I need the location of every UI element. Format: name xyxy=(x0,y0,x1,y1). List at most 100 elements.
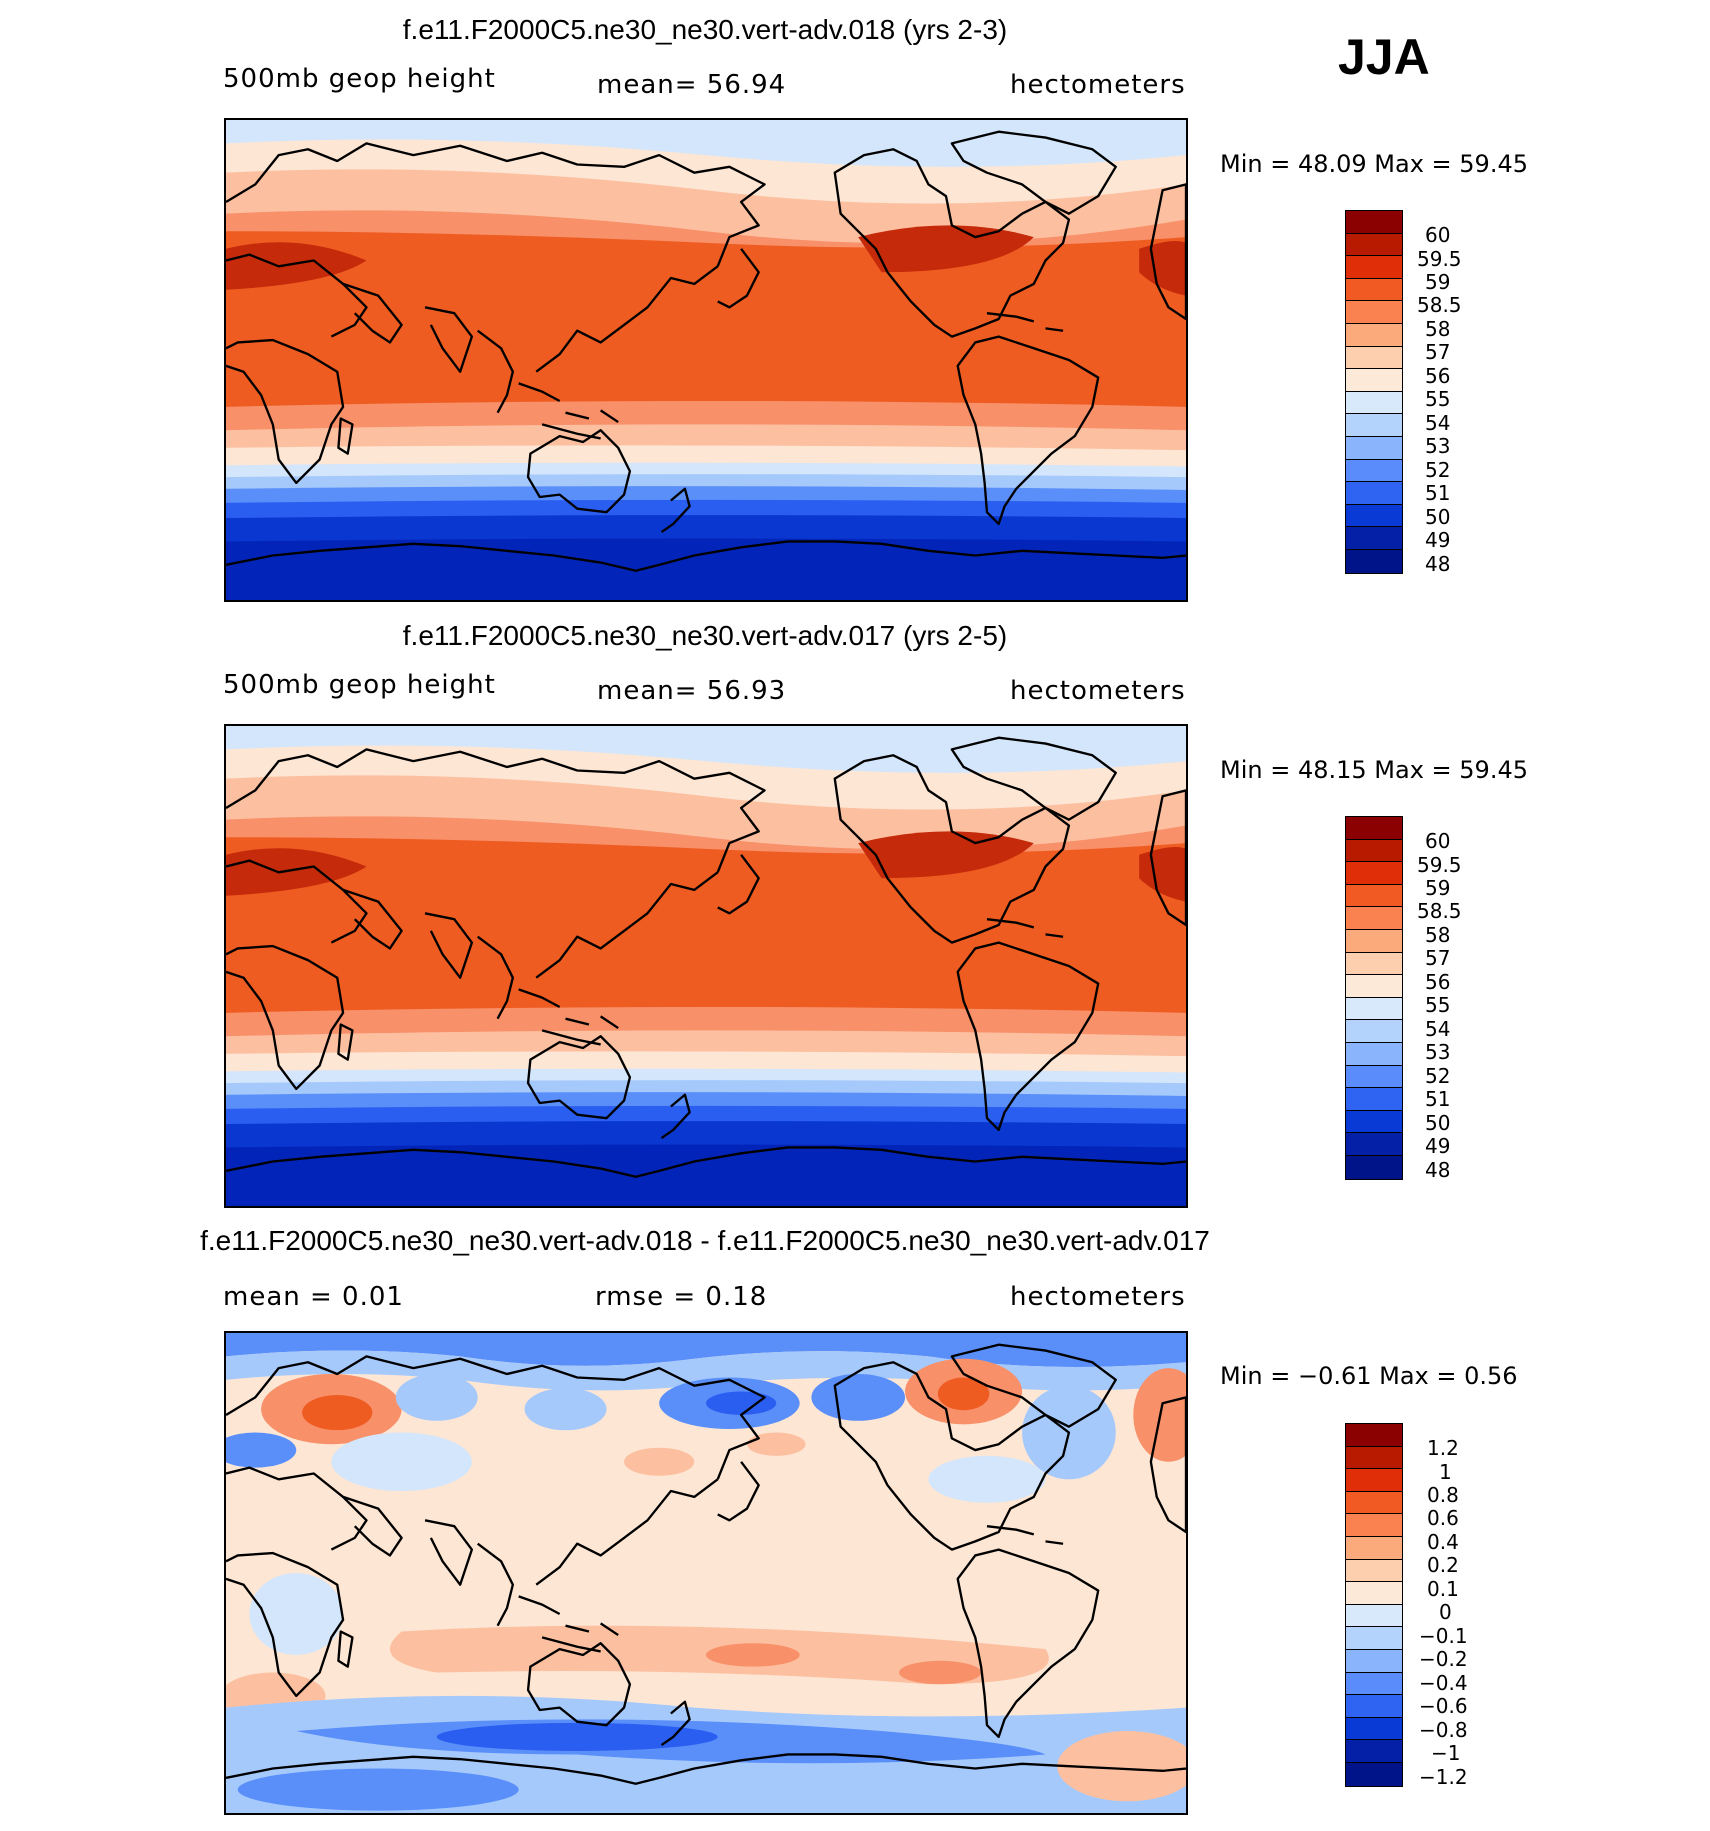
anomaly-cool-mediterranean xyxy=(226,1432,297,1468)
colorbar-label: 48 xyxy=(1425,552,1451,576)
colorbar-label: −0.4 xyxy=(1419,1671,1468,1695)
colorbar-label: 58.5 xyxy=(1417,899,1462,923)
anomaly-warm-europe-core xyxy=(302,1395,373,1431)
band-top-blue xyxy=(226,1333,1186,1367)
colorbar-label: 48 xyxy=(1425,1158,1451,1182)
colorbar-label: 59 xyxy=(1425,270,1451,294)
colorbar-1-swatch xyxy=(1346,436,1402,460)
colorbar-1-swatch xyxy=(1346,211,1402,234)
panel-1-mean-label: mean= 56.94 xyxy=(597,70,787,100)
band-navy xyxy=(226,1144,1186,1206)
panel-1-minmax: Min = 48.09 Max = 59.45 xyxy=(1220,150,1528,178)
colorbar-label: 55 xyxy=(1425,387,1451,411)
colorbar-label: 59.5 xyxy=(1417,853,1462,877)
colorbar-label: 51 xyxy=(1425,481,1451,505)
colorbar-3-swatch xyxy=(1346,1627,1402,1650)
anomaly-warm-south-pacific-2 xyxy=(899,1660,982,1685)
colorbar-label: 0.2 xyxy=(1427,1553,1459,1577)
colorbar-3-swatch xyxy=(1346,1762,1402,1786)
panel-3-colorbar xyxy=(1345,1423,1403,1787)
colorbar-label: 59.5 xyxy=(1417,247,1462,271)
anomaly-cool-alaska xyxy=(811,1373,906,1421)
colorbar-1-swatch xyxy=(1346,527,1402,550)
colorbar-1-swatch xyxy=(1346,414,1402,437)
colorbar-label: 50 xyxy=(1425,1111,1451,1135)
anomaly-warm-south-pacific xyxy=(706,1643,800,1667)
panel-1-map xyxy=(224,118,1188,602)
colorbar-label: 57 xyxy=(1425,946,1451,970)
colorbar-3-swatch xyxy=(1346,1672,1402,1696)
colorbar-1-swatch xyxy=(1346,549,1402,573)
colorbar-label: 60 xyxy=(1425,223,1451,247)
colorbar-2-swatch xyxy=(1346,975,1402,998)
colorbar-label: 0.1 xyxy=(1427,1577,1459,1601)
colorbar-label: −1 xyxy=(1431,1741,1461,1765)
panel-2-title: f.e11.F2000C5.ne30_ne30.vert-adv.017 (yr… xyxy=(402,620,1008,651)
patch-deepred-america xyxy=(858,831,1034,879)
colorbar-1-swatch xyxy=(1346,482,1402,505)
panel-3-minmax: Min = −0.61 Max = 0.56 xyxy=(1220,1362,1518,1390)
colorbar-label: 55 xyxy=(1425,993,1451,1017)
colorbar-1-swatch xyxy=(1346,459,1402,483)
panel-1-variable-label: 500mb geop height xyxy=(223,64,496,94)
colorbar-label: 57 xyxy=(1425,340,1451,364)
panel-2-units-label: hectometers xyxy=(1010,676,1186,706)
anomaly-cool-asia xyxy=(524,1388,607,1431)
colorbar-1-swatch xyxy=(1346,323,1402,347)
anomaly-warm-canada-core xyxy=(937,1377,990,1411)
colorbar-label: 1 xyxy=(1439,1460,1452,1484)
anomaly-cool-gulf xyxy=(928,1455,1046,1503)
colorbar-label: 56 xyxy=(1425,364,1451,388)
colorbar-3-swatch xyxy=(1346,1695,1402,1718)
colorbar-3-swatch xyxy=(1346,1514,1402,1537)
colorbar-3-swatch xyxy=(1346,1559,1402,1583)
colorbar-label: 1.2 xyxy=(1427,1436,1459,1460)
colorbar-label: 52 xyxy=(1425,1064,1451,1088)
colorbar-1-swatch xyxy=(1346,504,1402,528)
panel-2-colorbar xyxy=(1345,816,1403,1180)
season-label: JJA xyxy=(1338,29,1430,85)
colorbar-label: 0 xyxy=(1439,1600,1452,1624)
colorbar-3-swatch xyxy=(1346,1446,1402,1470)
colorbar-label: 52 xyxy=(1425,458,1451,482)
colorbar-1-swatch xyxy=(1346,278,1402,302)
anomaly-cool-north-pacific-core xyxy=(706,1391,777,1415)
panel-1-units-label: hectometers xyxy=(1010,70,1186,100)
colorbar-3-swatch xyxy=(1346,1536,1402,1560)
colorbar-2-swatch xyxy=(1346,1133,1402,1156)
panel-3-map xyxy=(224,1331,1188,1815)
panel-1-colorbar xyxy=(1345,210,1403,574)
colorbar-3-swatch xyxy=(1346,1491,1402,1515)
panel-2-variable-label: 500mb geop height xyxy=(223,670,496,700)
anomaly-cool-central-asia xyxy=(331,1432,472,1492)
colorbar-2-swatch xyxy=(1346,1065,1402,1089)
colorbar-label: 59 xyxy=(1425,876,1451,900)
colorbar-2-swatch xyxy=(1346,929,1402,953)
anomaly-cool-antarctic xyxy=(237,1768,519,1811)
colorbar-3-swatch xyxy=(1346,1649,1402,1673)
colorbar-2-swatch xyxy=(1346,1110,1402,1134)
patch-deepred-west xyxy=(226,848,367,896)
colorbar-label: 58.5 xyxy=(1417,293,1462,317)
panel-3-units-label: hectometers xyxy=(1010,1282,1186,1312)
colorbar-label: −0.6 xyxy=(1419,1694,1468,1718)
colorbar-label: −0.1 xyxy=(1419,1624,1468,1648)
colorbar-1-swatch xyxy=(1346,369,1402,392)
colorbar-label: 54 xyxy=(1425,411,1451,435)
colorbar-label: 0.4 xyxy=(1427,1530,1459,1554)
colorbar-3-swatch xyxy=(1346,1582,1402,1605)
colorbar-label: 54 xyxy=(1425,1017,1451,1041)
colorbar-3-swatch xyxy=(1346,1604,1402,1628)
colorbar-2-swatch xyxy=(1346,817,1402,840)
panel-3-title: f.e11.F2000C5.ne30_ne30.vert-adv.018 - f… xyxy=(200,1225,1210,1256)
colorbar-label: −1.2 xyxy=(1419,1765,1468,1789)
colorbar-3-swatch xyxy=(1346,1740,1402,1763)
colorbar-2-swatch xyxy=(1346,884,1402,908)
panel-3-mean-label: mean = 0.01 xyxy=(223,1282,404,1312)
colorbar-2-swatch xyxy=(1346,1020,1402,1043)
colorbar-label: 58 xyxy=(1425,317,1451,341)
panel-1-title: f.e11.F2000C5.ne30_ne30.vert-adv.018 (yr… xyxy=(402,14,1008,45)
colorbar-2-swatch xyxy=(1346,1088,1402,1111)
colorbar-3-swatch xyxy=(1346,1469,1402,1492)
colorbar-1-swatch xyxy=(1346,256,1402,279)
